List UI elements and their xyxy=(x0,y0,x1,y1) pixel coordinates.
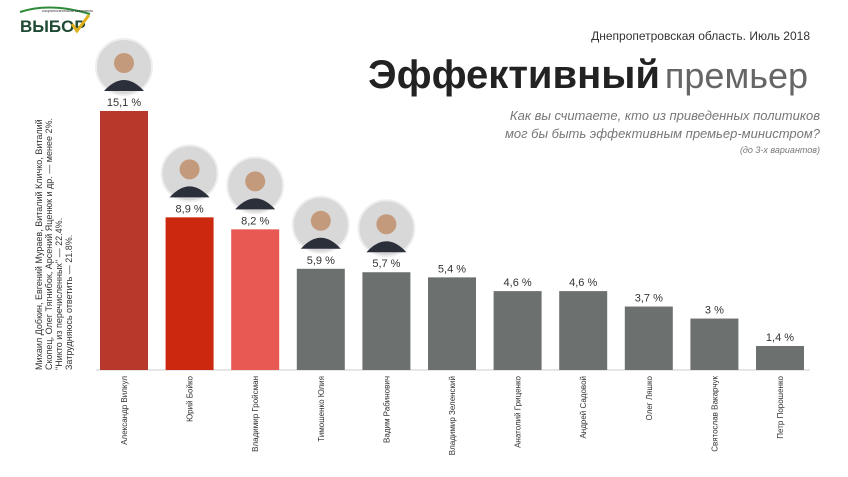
logo-check xyxy=(70,14,91,34)
value-label: 5,4 % xyxy=(438,263,466,275)
category-label: Святослав Вакарчук xyxy=(710,376,719,452)
logo-arc xyxy=(19,6,91,15)
photo-head xyxy=(179,159,200,180)
photo-head xyxy=(114,53,134,73)
category-label: Владимир Зеленский xyxy=(448,376,457,455)
photo-head xyxy=(376,214,397,235)
bar xyxy=(165,217,214,370)
category-label: Вадим Рабинович xyxy=(382,376,391,443)
side-note: Скопец, Олег Тягнибок, Арсений Яценюк и … xyxy=(44,118,54,370)
value-label: 4,6 % xyxy=(504,277,532,289)
bar xyxy=(362,272,411,370)
bar xyxy=(559,291,608,370)
bar xyxy=(756,345,804,370)
title-bold: Эффективный xyxy=(368,53,660,97)
category-label: Юрий Бойко xyxy=(186,375,195,421)
bar xyxy=(231,229,280,370)
value-label: 1,4 % xyxy=(766,332,794,344)
value-label: 3,7 % xyxy=(635,293,663,305)
title-light: премьер xyxy=(665,55,808,96)
value-label: 8,9 % xyxy=(176,203,204,215)
value-label: 8,2 % xyxy=(241,215,269,227)
photo-body xyxy=(169,186,210,198)
photo-body xyxy=(104,80,144,91)
photo-head xyxy=(245,171,266,192)
category-label: Олег Ляшко xyxy=(645,375,654,420)
logo: ВЫБОР xyxy=(20,17,86,36)
category-label: Александр Вилкул xyxy=(120,376,129,445)
side-note: Михаил Добкин, Евгений Мураев, Виталий К… xyxy=(34,119,44,370)
bar xyxy=(493,291,542,370)
bar xyxy=(296,268,345,370)
value-label: 5,7 % xyxy=(372,258,400,270)
logo-caption: социологическая компания xyxy=(42,8,93,13)
category-label: Петр Порошенко xyxy=(776,375,785,438)
question: мог бы быть эффективным премьер-министро… xyxy=(505,126,821,141)
bar xyxy=(428,277,476,370)
category-label: Тимошенко Юлия xyxy=(317,376,326,442)
value-label: 15,1 % xyxy=(107,97,141,109)
side-note: "Никто из перечисленных" — 22.4%. xyxy=(54,218,64,370)
category-label: Владимир Гройсман xyxy=(251,376,260,452)
bar xyxy=(100,111,148,370)
bar xyxy=(624,306,673,370)
bar xyxy=(690,318,739,370)
question-note: (до 3-х вариантов) xyxy=(740,145,820,155)
value-label: 4,6 % xyxy=(569,277,597,289)
category-label: Анатолий Гриценко xyxy=(514,375,523,447)
question: Как вы считаете, кто из приведенных поли… xyxy=(510,108,820,123)
photo-body xyxy=(300,237,341,249)
side-note: Затрудняюсь ответить — 21.8%. xyxy=(64,235,74,370)
category-label: Андрей Садовой xyxy=(579,376,588,439)
region: Днепропетровская область. Июль 2018 xyxy=(591,29,810,43)
photo-body xyxy=(235,198,276,210)
photo-head xyxy=(310,210,331,231)
photo-body xyxy=(366,241,407,253)
value-label: 5,9 % xyxy=(307,255,335,267)
value-label: 3 % xyxy=(705,305,724,317)
